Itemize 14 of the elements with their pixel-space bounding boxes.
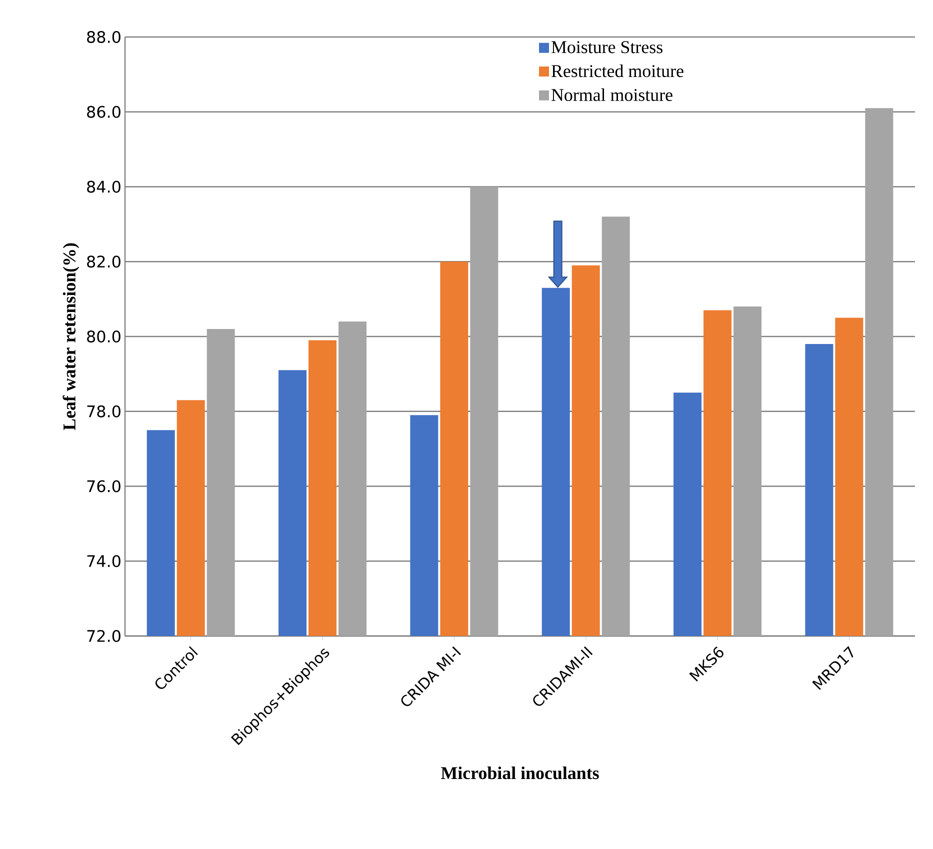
y-tick-label: 78.0 [87, 405, 120, 418]
y-tick-label: 72.0 [87, 630, 120, 642]
y-tick-label: 88.0 [87, 30, 120, 44]
y-tick-label: 74.0 [87, 555, 120, 568]
x-axis-title: Microbial inoculants [441, 766, 599, 780]
legend-label: Normal moisture [552, 88, 672, 102]
legend-label: Moisture Stress [552, 41, 662, 54]
legend-label: Restricted moiture [552, 64, 684, 78]
y-tick-label: 82.0 [87, 256, 120, 268]
y-tick-label: 76.0 [87, 480, 120, 492]
y-tick-label: 80.0 [87, 330, 120, 343]
y-axis-title: Leaf water retension(%) [62, 243, 80, 430]
y-tick-label: 84.0 [87, 180, 120, 193]
y-tick-label: 86.0 [87, 106, 120, 118]
